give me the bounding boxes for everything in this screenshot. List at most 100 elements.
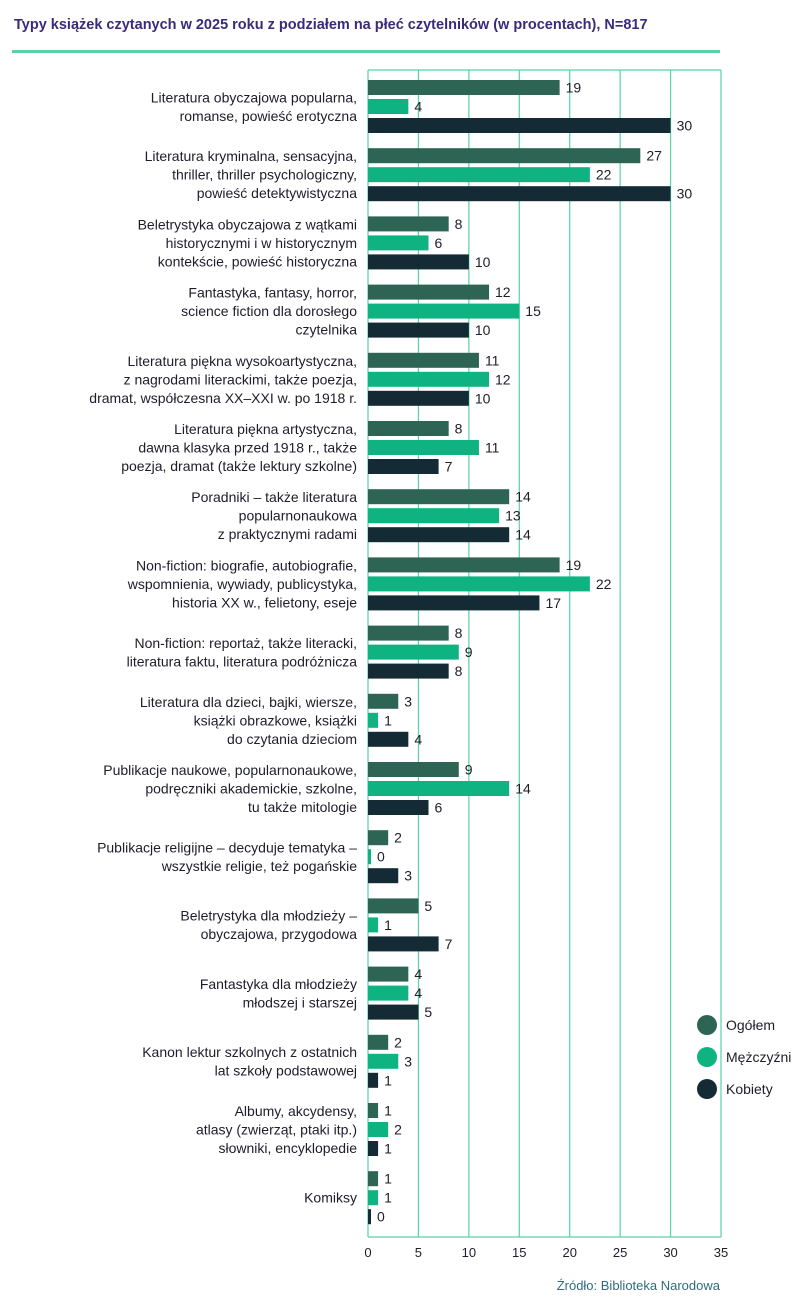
bar-mężczyźni bbox=[368, 1122, 389, 1137]
category-label: Albumy, akcydensy, atlasy (zwierząt, ptak… bbox=[196, 1103, 357, 1156]
bar-kobiety bbox=[368, 936, 439, 952]
data-label: 12 bbox=[495, 284, 511, 300]
x-tick-label: 5 bbox=[415, 1245, 422, 1260]
legend-label: Ogółem bbox=[726, 1017, 775, 1033]
legend-label: Kobiety bbox=[726, 1081, 773, 1097]
data-label: 19 bbox=[566, 557, 582, 573]
category-label: Poradniki – także literatura popularnonau… bbox=[191, 489, 357, 542]
bar-mężczyźni bbox=[368, 440, 479, 455]
data-label: 9 bbox=[465, 644, 473, 660]
data-label: 27 bbox=[646, 148, 662, 164]
bar-ogółem bbox=[368, 284, 490, 300]
data-label: 1 bbox=[384, 917, 392, 933]
data-label: 1 bbox=[384, 1190, 392, 1206]
source-note: Źródło: Biblioteka Narodowa bbox=[556, 1278, 720, 1293]
bar-ogółem bbox=[368, 489, 510, 505]
bar-kobiety bbox=[368, 322, 469, 338]
data-label: 8 bbox=[455, 421, 463, 437]
data-label: 1 bbox=[384, 712, 392, 728]
data-label: 1 bbox=[384, 1103, 392, 1119]
x-tick-label: 15 bbox=[512, 1245, 526, 1260]
bar-mężczyźni bbox=[368, 303, 520, 319]
bar-kobiety bbox=[368, 1141, 379, 1156]
category-label: Literatura kryminalna, sensacyjna, thrill… bbox=[145, 148, 358, 201]
data-label: 14 bbox=[515, 781, 531, 797]
bar-mężczyźni bbox=[368, 99, 409, 114]
legend-marker-3 bbox=[697, 1079, 717, 1099]
legend-marker-1 bbox=[697, 1015, 717, 1035]
bar-ogółem bbox=[368, 352, 479, 368]
x-axis-ticks: 0 5 10 15 20 25 30 35 bbox=[364, 1245, 728, 1260]
bar-kobiety bbox=[368, 186, 671, 202]
x-tick-label: 35 bbox=[714, 1245, 728, 1260]
bar-kobiety bbox=[368, 459, 439, 474]
category-label: Beletrystyka obyczajowa z wątkami history… bbox=[138, 216, 358, 269]
data-label: 1 bbox=[384, 1072, 392, 1088]
data-label: 8 bbox=[455, 625, 463, 641]
data-label: 2 bbox=[394, 1034, 402, 1050]
category-label: Non-fiction: biografie, autobiografie, ws… bbox=[127, 557, 357, 610]
x-tick-label: 30 bbox=[663, 1245, 677, 1260]
bar-mężczyźni bbox=[368, 576, 590, 592]
bar-mężczyźni bbox=[368, 235, 429, 251]
data-label: 2 bbox=[394, 1122, 402, 1138]
data-label: 7 bbox=[445, 459, 453, 475]
data-label: 6 bbox=[435, 800, 443, 816]
bar-mężczyźni bbox=[368, 1190, 379, 1206]
data-label: 12 bbox=[495, 371, 511, 387]
data-label: 0 bbox=[377, 1209, 385, 1225]
bar-ogółem bbox=[368, 80, 560, 95]
bar-ogółem bbox=[368, 693, 399, 709]
bar-kobiety bbox=[368, 1209, 371, 1225]
bar-ogółem bbox=[368, 1171, 379, 1187]
legend-marker-2 bbox=[697, 1047, 717, 1067]
data-label: 4 bbox=[414, 966, 422, 982]
bar-ogółem bbox=[368, 830, 389, 846]
bar-ogółem bbox=[368, 216, 449, 232]
x-tick-label: 20 bbox=[562, 1245, 576, 1260]
data-label: 22 bbox=[596, 576, 612, 592]
bar-kobiety bbox=[368, 800, 429, 815]
data-label: 1 bbox=[384, 1141, 392, 1157]
data-label: 19 bbox=[566, 80, 582, 96]
bar-ogółem bbox=[368, 1103, 379, 1118]
data-label: 30 bbox=[677, 186, 693, 202]
data-label: 8 bbox=[455, 216, 463, 232]
bar-mężczyźni bbox=[368, 712, 379, 728]
bar-mężczyźni bbox=[368, 1053, 399, 1069]
category-label: Publikacje religijne – decyduje tematyka… bbox=[97, 839, 357, 874]
bar-ogółem bbox=[368, 148, 641, 164]
category-label: Fantastyka dla młodzieży młodszej i stars… bbox=[200, 976, 357, 1011]
bar-mężczyźni bbox=[368, 781, 510, 796]
data-label: 22 bbox=[596, 167, 612, 183]
data-label: 6 bbox=[435, 235, 443, 251]
bar-kobiety bbox=[368, 118, 671, 133]
bar-ogółem bbox=[368, 762, 459, 777]
bar-kobiety bbox=[368, 254, 469, 270]
bar-kobiety bbox=[368, 1072, 379, 1088]
bar-kobiety bbox=[368, 731, 409, 747]
chart-title: Typy książek czytanych w 2025 roku z pod… bbox=[14, 17, 648, 33]
bar-ogółem bbox=[368, 1034, 389, 1050]
data-label: 10 bbox=[475, 390, 491, 406]
legend: Ogółem Mężczyźni Kobiety bbox=[697, 1015, 791, 1099]
bar-mężczyźni bbox=[368, 917, 379, 933]
data-label: 4 bbox=[414, 731, 422, 747]
x-tick-label: 10 bbox=[462, 1245, 476, 1260]
bar-ogółem bbox=[368, 421, 449, 436]
data-label: 11 bbox=[485, 440, 500, 456]
data-label: 11 bbox=[485, 352, 500, 368]
data-label: 7 bbox=[445, 936, 453, 952]
data-label: 13 bbox=[505, 508, 521, 524]
category-label: Kanon lektur szkolnych z ostatnich lat sz… bbox=[142, 1044, 357, 1079]
data-label: 4 bbox=[414, 985, 422, 1001]
data-label: 0 bbox=[377, 849, 385, 865]
category-label: Beletrystyka dla młodzieży – obyczajowa, … bbox=[180, 908, 357, 943]
data-label: 3 bbox=[404, 1053, 412, 1069]
bar-kobiety bbox=[368, 868, 399, 884]
bar-kobiety bbox=[368, 595, 540, 611]
bar-ogółem bbox=[368, 625, 449, 641]
bar-kobiety bbox=[368, 527, 510, 543]
data-label: 3 bbox=[404, 693, 412, 709]
